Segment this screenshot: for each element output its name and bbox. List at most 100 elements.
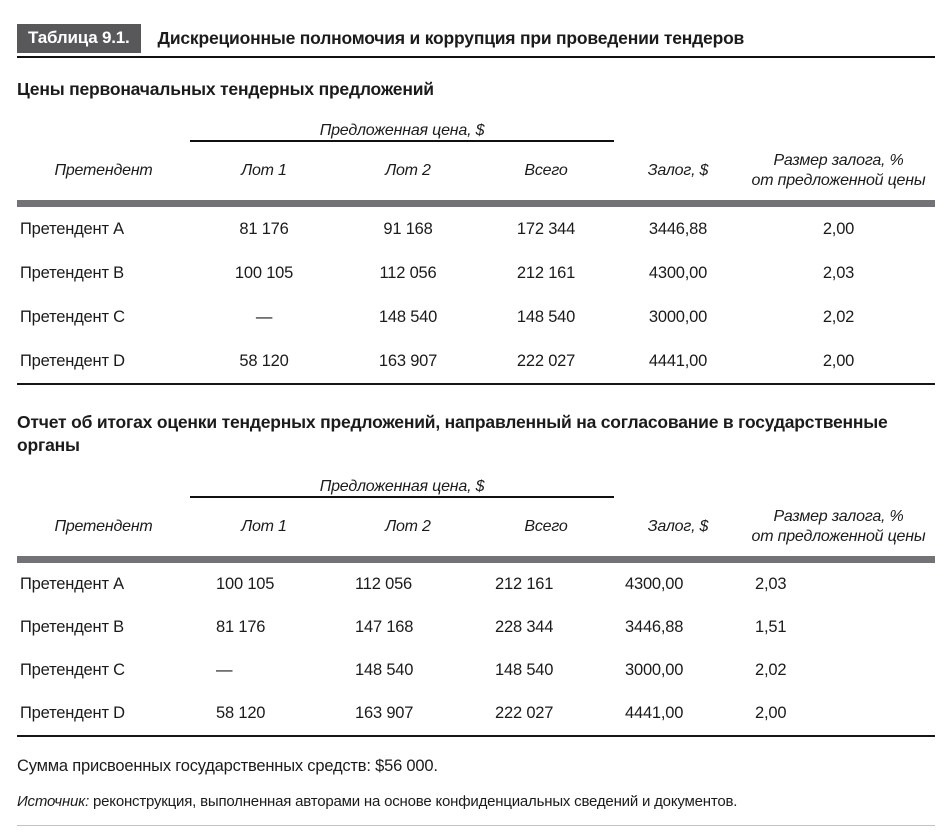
cell-deposit-pct: 2,00 [822, 219, 855, 238]
empty-cell [742, 113, 935, 141]
deposit-pct-header-line1: Размер залога, % [773, 507, 904, 525]
cell-total: 172 344 [516, 219, 576, 238]
cell-total: 148 540 [495, 661, 554, 679]
empty-cell [17, 469, 190, 497]
cell-deposit-pct: 2,03 [822, 263, 855, 282]
offered-price-group-header: Предложенная цена, $ [190, 113, 614, 142]
table-row: Претендент D 58 120 163 907 222 027 4441… [17, 339, 935, 385]
col-header-total: Всего [478, 497, 614, 563]
table-title: Дискреционные полномочия и коррупция при… [157, 28, 745, 48]
col-header-deposit: Залог, $ [614, 497, 742, 563]
table-number-tag: Таблица 9.1. [17, 24, 141, 53]
cell-deposit-pct: 2,03 [755, 575, 787, 593]
cell-bidder: Претендент A [20, 219, 124, 238]
span-header-row: Предложенная цена, $ [17, 113, 935, 142]
cell-lot1: 100 105 [234, 263, 294, 282]
empty-cell [17, 113, 190, 141]
deposit-pct-header-line2: от предложенной цены [751, 527, 926, 545]
col-header-total: Всего [478, 141, 614, 207]
table-row: Претендент A 81 176 91 168 172 344 3446,… [17, 204, 935, 252]
cell-deposit: 4441,00 [614, 339, 742, 385]
col-header-deposit-pct: Размер залога, % от предложенной цены [742, 497, 935, 563]
empty-cell [614, 469, 742, 497]
table-row: Претендент C — 148 540 148 540 3000,00 2… [17, 295, 935, 339]
col-header-bidder: Претендент [17, 497, 190, 563]
cell-total: 212 161 [495, 575, 554, 593]
col-header-lot1: Лот 1 [190, 497, 338, 563]
cell-deposit-pct: 2,00 [742, 339, 935, 385]
cell-total: 222 027 [478, 692, 614, 737]
cell-lot2: 163 907 [338, 339, 478, 385]
cell-lot2: 148 540 [378, 307, 438, 326]
span-header-row: Предложенная цена, $ [17, 469, 935, 498]
col-header-lot2: Лот 2 [338, 497, 478, 563]
deposit-pct-header-line2: от предложенной цены [751, 171, 926, 189]
cell-deposit: 4300,00 [625, 575, 684, 593]
offered-price-group-header: Предложенная цена, $ [190, 469, 614, 498]
cell-bidder: Претендент B [20, 618, 124, 636]
cell-deposit: 3446,88 [625, 618, 684, 636]
cell-lot1: 58 120 [190, 339, 338, 385]
cell-lot1: 81 176 [216, 618, 266, 636]
empty-cell [614, 113, 742, 141]
cell-lot2: 112 056 [379, 263, 437, 282]
cell-deposit: 3446,88 [648, 219, 708, 238]
cell-bidder: Претендент C [20, 661, 125, 679]
table-row: Претендент A 100 105 112 056 212 161 430… [17, 560, 935, 607]
table-row: Претендент D 58 120 163 907 222 027 4441… [17, 692, 935, 737]
table-row: Претендент B 100 105 112 056 212 161 430… [17, 251, 935, 295]
cell-lot2: 163 907 [338, 692, 478, 737]
source-label: Источник: [17, 793, 90, 810]
table-row: Претендент B 81 176 147 168 228 344 3446… [17, 606, 935, 649]
cell-deposit: 4441,00 [614, 692, 742, 737]
cell-lot2: 148 540 [355, 661, 414, 679]
cell-lot1: 81 176 [239, 219, 289, 238]
initial-bids-table: Предложенная цена, $ Претендент Лот 1 Ло… [17, 113, 935, 385]
empty-cell [742, 469, 935, 497]
cell-bidder: Претендент D [17, 692, 190, 737]
section1-title: Цены первоначальных тендерных предложени… [17, 79, 434, 99]
col-header-deposit-pct: Размер залога, % от предложенной цены [742, 141, 935, 207]
col-header-bidder: Претендент [17, 141, 190, 207]
cell-lot1: — [255, 307, 273, 326]
table-row: Претендент C — 148 540 148 540 3000,00 2… [17, 649, 935, 692]
section2-title: Отчет об итогах оценки тендерных предлож… [17, 412, 888, 455]
cell-deposit-pct: 2,02 [755, 661, 787, 679]
table-titlebar: Таблица 9.1. Дискреционные полномочия и … [17, 24, 935, 53]
cell-deposit-pct: 2,00 [742, 692, 935, 737]
cell-lot1: 58 120 [190, 692, 338, 737]
cell-lot1: 100 105 [216, 575, 275, 593]
cell-total: 228 344 [495, 618, 554, 636]
cell-bidder: Претендент D [17, 339, 190, 385]
cell-total: 212 161 [516, 263, 576, 282]
evaluation-report-table: Предложенная цена, $ Претендент Лот 1 Ло… [17, 469, 935, 737]
cell-lot2: 112 056 [355, 575, 413, 593]
cell-deposit-pct: 1,51 [755, 618, 787, 636]
column-header-row: Претендент Лот 1 Лот 2 Всего Залог, $ Ра… [17, 497, 935, 563]
cell-bidder: Претендент C [20, 307, 125, 326]
cell-deposit-pct: 2,02 [822, 307, 855, 326]
evaluation-report-table-head: Предложенная цена, $ Претендент Лот 1 Ло… [17, 469, 935, 563]
cell-bidder: Претендент A [20, 575, 124, 593]
col-header-lot1: Лот 1 [190, 141, 338, 207]
misappropriated-sum-note: Сумма присвоенных государственных средст… [17, 757, 438, 775]
cell-lot2: 147 168 [355, 618, 414, 636]
col-header-lot2: Лот 2 [338, 141, 478, 207]
cell-deposit: 3000,00 [625, 661, 684, 679]
evaluation-report-table-body: Претендент A 100 105 112 056 212 161 430… [17, 560, 935, 737]
initial-bids-table-head: Предложенная цена, $ Претендент Лот 1 Ло… [17, 113, 935, 207]
cell-total: 148 540 [516, 307, 576, 326]
source-text: реконструкция, выполненная авторами на о… [89, 793, 738, 810]
cell-lot1: — [216, 661, 233, 679]
title-rule [17, 56, 935, 58]
col-header-deposit: Залог, $ [614, 141, 742, 207]
page-bottom-rule [17, 825, 935, 826]
source-note: Источник: реконструкция, выполненная авт… [17, 793, 935, 810]
cell-bidder: Претендент B [20, 263, 124, 282]
column-header-row: Претендент Лот 1 Лот 2 Всего Залог, $ Ра… [17, 141, 935, 207]
deposit-pct-header-line1: Размер залога, % [773, 151, 904, 169]
cell-total: 222 027 [478, 339, 614, 385]
cell-deposit: 3000,00 [648, 307, 708, 326]
initial-bids-table-body: Претендент A 81 176 91 168 172 344 3446,… [17, 204, 935, 385]
